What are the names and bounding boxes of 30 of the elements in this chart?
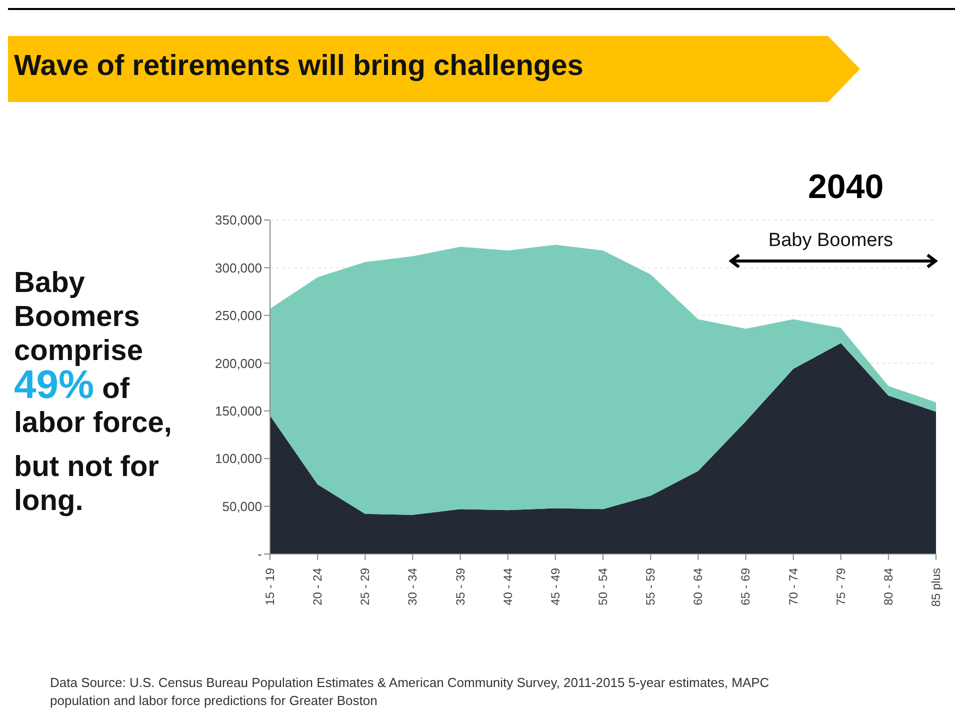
y-tick-label: 100,000 (215, 451, 262, 466)
y-tick-label: 350,000 (215, 212, 262, 228)
x-tick-label: 85 plus (929, 568, 943, 607)
x-tick-label: 55 - 59 (644, 568, 658, 606)
x-tick-label: 20 - 24 (310, 568, 325, 606)
x-tick-label: 65 - 69 (738, 568, 753, 606)
y-tick-label: 250,000 (215, 308, 262, 324)
x-tick-label: 70 - 74 (786, 568, 800, 606)
x-tick-label: 45 - 49 (548, 568, 562, 606)
y-tick-label: 150,000 (215, 403, 262, 418)
x-tick-label: 30 - 34 (406, 568, 420, 606)
chart-subtitle: 2040 (808, 168, 884, 207)
y-tick-label: 200,000 (215, 356, 262, 371)
x-tick-label: 75 - 79 (834, 568, 848, 606)
text: labor force, (14, 406, 173, 440)
y-tick-label: - (258, 546, 262, 562)
text: but not for long. (14, 450, 160, 518)
text: of (102, 373, 130, 405)
x-tick-label: 40 - 44 (500, 568, 515, 606)
source-note: Data Source: U.S. Census Bureau Population Estimates & American Community Survey, 2011-2015 5-year estimates, MAPC population and labor force predictions for Greater Boston (50, 674, 770, 710)
x-tick-label: 60 - 64 (691, 568, 706, 606)
x-tick-label: 35 - 39 (453, 568, 468, 606)
x-tick-label: 25 - 29 (358, 568, 372, 606)
x-tick-label: 50 - 54 (596, 568, 610, 606)
x-tick-label: 80 - 84 (881, 568, 896, 606)
x-tick-label: 15 - 19 (263, 568, 277, 606)
annotation: Baby Boomers (768, 230, 894, 252)
y-tick-label: 300,000 (215, 260, 262, 276)
chart-title: Wave of retirements will bring challenges (14, 50, 584, 83)
y-tick-label: 50,000 (222, 498, 262, 514)
